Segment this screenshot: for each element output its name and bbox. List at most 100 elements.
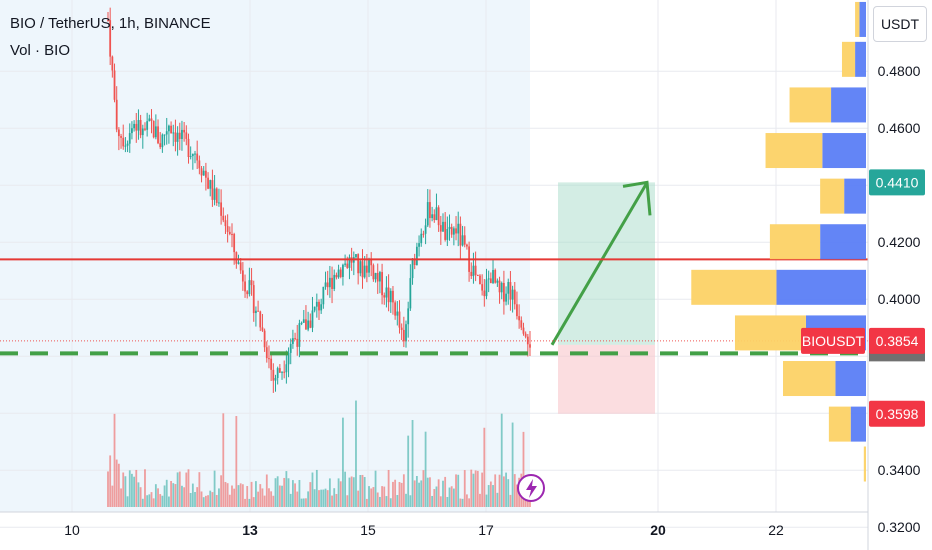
volume-bar bbox=[383, 486, 386, 507]
volume-bar bbox=[405, 493, 407, 507]
candle-body bbox=[259, 311, 262, 328]
volume-bar bbox=[370, 488, 373, 507]
volume-bars bbox=[107, 400, 531, 507]
candle-body bbox=[278, 368, 281, 373]
volume-bar bbox=[496, 492, 499, 507]
volume-bar bbox=[115, 459, 118, 507]
candle-body bbox=[170, 125, 172, 134]
volume-bar bbox=[513, 474, 516, 507]
volume-bar bbox=[461, 498, 464, 507]
time-axis-label: 17 bbox=[478, 522, 494, 538]
candle-body bbox=[139, 120, 142, 136]
candle-body bbox=[487, 278, 490, 280]
volume-bar bbox=[163, 485, 166, 507]
candle-body bbox=[357, 254, 360, 274]
volume-bar bbox=[194, 492, 196, 507]
candle-body bbox=[152, 120, 155, 138]
volume-bar bbox=[468, 498, 470, 507]
volume-bar bbox=[337, 478, 340, 507]
candle-body bbox=[496, 280, 499, 283]
candle-body bbox=[413, 258, 416, 265]
volume-bar bbox=[476, 470, 479, 507]
volume-bar bbox=[189, 492, 192, 507]
volume-bar bbox=[511, 422, 514, 507]
volume-bar bbox=[154, 484, 157, 507]
stop-price-tag: 0.3598 bbox=[876, 406, 919, 422]
volume-bar bbox=[113, 413, 116, 507]
candle-body bbox=[128, 133, 131, 144]
candle-body bbox=[526, 336, 529, 345]
volume-bar bbox=[315, 469, 318, 507]
trade-setup[interactable] bbox=[550, 180, 655, 414]
volume-bar bbox=[502, 476, 505, 507]
volume-bar bbox=[487, 485, 490, 507]
lightning-icon[interactable] bbox=[517, 474, 545, 502]
volume-bar bbox=[328, 478, 331, 507]
candle-body bbox=[450, 226, 453, 235]
volume-bar bbox=[359, 475, 362, 507]
symbol-tag: BIOUSDT bbox=[802, 333, 865, 349]
volume-bar bbox=[152, 498, 155, 507]
candle-body bbox=[181, 129, 183, 139]
volume-bar bbox=[307, 491, 310, 507]
volume-bar bbox=[211, 492, 214, 507]
vp-up-bar bbox=[855, 41, 866, 77]
candle-body bbox=[265, 347, 268, 359]
levels[interactable] bbox=[0, 258, 868, 356]
volume-bar bbox=[374, 470, 377, 507]
price-tick-label: 0.4600 bbox=[878, 120, 921, 136]
volume-bar bbox=[450, 486, 453, 507]
volume-bar bbox=[350, 476, 353, 507]
candle-body bbox=[117, 129, 120, 137]
volume-bar bbox=[120, 488, 122, 507]
volume-bar bbox=[222, 413, 225, 507]
volume-bar bbox=[128, 470, 131, 507]
volume-bar bbox=[220, 475, 223, 507]
stop-price-tag-bg bbox=[869, 400, 925, 427]
candle-body bbox=[394, 302, 397, 316]
candle-body bbox=[392, 290, 394, 303]
candle-body bbox=[424, 225, 427, 234]
candles bbox=[107, 7, 531, 393]
volume-bar bbox=[233, 488, 236, 507]
candle-body bbox=[248, 280, 251, 295]
candle-body bbox=[215, 188, 218, 203]
volume-bar bbox=[494, 474, 497, 507]
candle-body bbox=[122, 137, 125, 147]
candle-body bbox=[165, 131, 168, 135]
volume-bar bbox=[426, 477, 429, 507]
volume-bar bbox=[344, 471, 347, 507]
volume-bar bbox=[339, 481, 342, 507]
volume-bar bbox=[107, 471, 109, 507]
volume-bar bbox=[257, 491, 259, 507]
volume-bar bbox=[183, 487, 186, 507]
vp-down-bar bbox=[820, 178, 845, 214]
volume-bar bbox=[372, 487, 375, 507]
volume-bar bbox=[335, 493, 338, 507]
volume-bar bbox=[379, 496, 381, 507]
candle-body bbox=[363, 265, 366, 278]
volume-bar bbox=[239, 483, 242, 507]
candle-body bbox=[448, 226, 451, 230]
price-tick-label: 0.4800 bbox=[878, 63, 921, 79]
candle-body bbox=[148, 118, 151, 122]
volume-bar bbox=[176, 472, 179, 507]
volume-bar bbox=[485, 494, 488, 507]
time-axis-label: 13 bbox=[242, 522, 258, 538]
candle-body bbox=[252, 285, 255, 314]
time-axis-label: 22 bbox=[768, 522, 784, 538]
candle-body bbox=[183, 129, 186, 133]
candle-body bbox=[518, 316, 521, 321]
volume-bar bbox=[250, 481, 253, 507]
candle-body bbox=[326, 282, 329, 288]
vp-down-bar bbox=[855, 1, 860, 37]
price-axis[interactable]: 0.48000.46000.42000.40000.36000.34000.32… bbox=[801, 0, 932, 550]
candle-body bbox=[420, 233, 423, 244]
candle-body bbox=[109, 20, 112, 57]
candle-body bbox=[222, 215, 225, 221]
currency-unit-button[interactable]: USDT bbox=[873, 6, 927, 42]
candle-body bbox=[296, 338, 299, 347]
volume-bar bbox=[111, 485, 114, 507]
time-axis: 10 13 15 17 20 22 bbox=[0, 511, 868, 538]
